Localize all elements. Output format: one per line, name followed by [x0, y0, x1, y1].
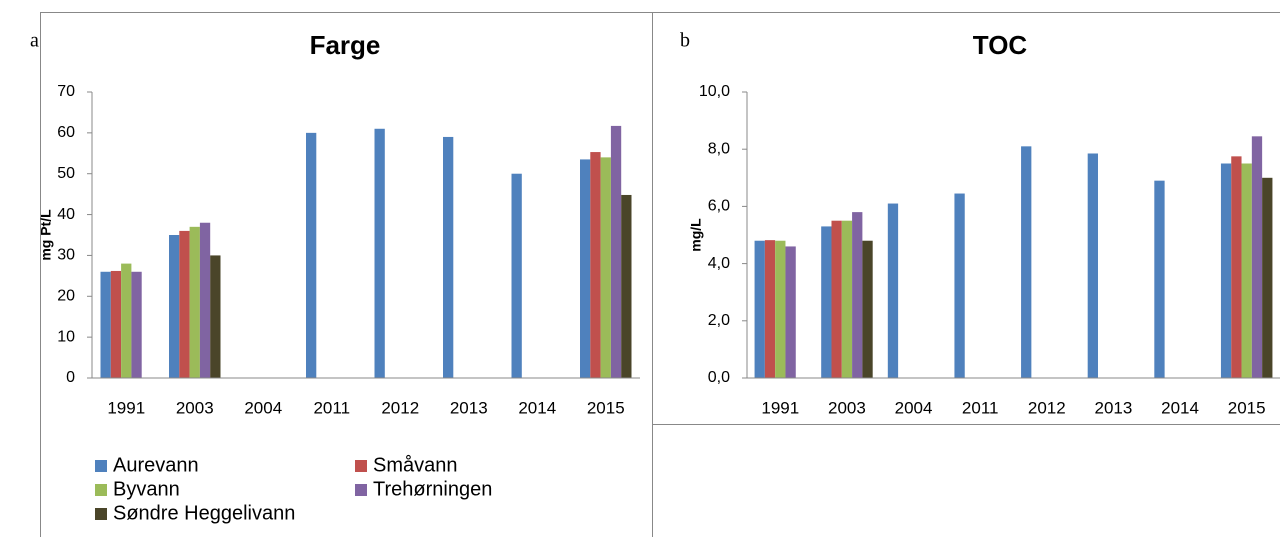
chart-title: Farge: [310, 30, 381, 60]
bar: [1087, 153, 1098, 378]
x-tick-label: 2004: [244, 398, 282, 417]
bar: [754, 240, 765, 378]
x-tick-label: 2012: [381, 398, 419, 417]
x-tick-label: 2014: [1161, 398, 1199, 417]
bar: [306, 132, 317, 378]
y-tick-label: 40: [57, 206, 75, 223]
x-tick-label: 2011: [962, 398, 999, 417]
bar: [775, 240, 786, 378]
y-tick-label: 70: [57, 83, 75, 100]
panel-label: b: [680, 30, 690, 52]
x-tick-label: 2003: [828, 398, 866, 417]
bar: [785, 246, 796, 378]
legend-label: Byvann: [113, 478, 180, 500]
y-axis-label: mg/L: [688, 218, 704, 252]
bar: [821, 226, 832, 378]
bar: [210, 255, 221, 378]
bar: [600, 157, 611, 378]
legend-swatch: [95, 508, 107, 520]
bar: [443, 136, 454, 378]
bar: [179, 230, 190, 378]
bar: [580, 159, 591, 378]
bar: [1241, 163, 1252, 378]
bar: [954, 193, 965, 378]
legend-label: Trehørningen: [373, 478, 492, 500]
legend-label: Søndre Heggelivann: [113, 502, 295, 524]
x-tick-label: 2013: [450, 398, 488, 417]
bar: [1262, 177, 1273, 378]
x-tick-label: 1991: [107, 398, 145, 417]
x-tick-label: 2011: [313, 398, 350, 417]
bar: [1220, 163, 1232, 378]
x-tick-label: 2013: [1095, 398, 1133, 417]
y-tick-label: 4,0: [708, 255, 730, 272]
bar: [100, 271, 111, 378]
x-tick-label: 2015: [1228, 398, 1266, 417]
bar: [169, 235, 180, 378]
bar: [852, 212, 863, 378]
x-tick-label: 2003: [176, 398, 214, 417]
y-axis-label: mg Pt/L: [38, 209, 54, 261]
bar: [511, 173, 522, 378]
x-tick-label: 2015: [587, 398, 625, 417]
bar: [887, 203, 899, 378]
y-tick-label: 60: [57, 124, 75, 141]
bar: [621, 194, 632, 378]
y-tick-label: 0,0: [708, 369, 730, 386]
y-tick-label: 8,0: [708, 140, 730, 157]
x-tick-label: 2014: [518, 398, 556, 417]
x-tick-label: 2004: [895, 398, 933, 417]
bar: [189, 226, 200, 378]
x-tick-label: 2012: [1028, 398, 1066, 417]
bar: [199, 222, 211, 378]
legend-swatch: [95, 484, 107, 496]
bar: [1251, 136, 1263, 378]
panel-frame: [652, 12, 1280, 425]
bar: [374, 128, 385, 378]
legend-label: Aurevann: [113, 454, 199, 476]
bar: [764, 240, 776, 378]
legend-label: Småvann: [373, 454, 458, 476]
bar: [841, 220, 853, 378]
legend-swatch: [355, 484, 367, 496]
bar: [1231, 156, 1242, 378]
x-tick-label: 1991: [761, 398, 799, 417]
bar: [862, 240, 873, 378]
y-tick-label: 50: [57, 165, 75, 182]
chart-title: TOC: [973, 30, 1028, 60]
bar: [831, 220, 842, 378]
bar: [590, 152, 601, 378]
y-tick-label: 6,0: [708, 198, 730, 215]
y-tick-label: 2,0: [708, 312, 730, 329]
y-tick-label: 10,0: [699, 83, 730, 100]
bar: [1154, 180, 1165, 378]
bar: [1021, 146, 1032, 378]
y-tick-label: 0: [66, 369, 75, 386]
legend-swatch: [95, 460, 107, 472]
legend-swatch: [355, 460, 367, 472]
bar: [610, 125, 622, 378]
y-tick-label: 30: [57, 247, 75, 264]
y-tick-label: 20: [57, 288, 75, 305]
bar: [121, 263, 132, 378]
bar: [110, 270, 122, 378]
panel-label: a: [30, 30, 39, 52]
y-tick-label: 10: [57, 328, 75, 345]
bar: [131, 271, 142, 378]
